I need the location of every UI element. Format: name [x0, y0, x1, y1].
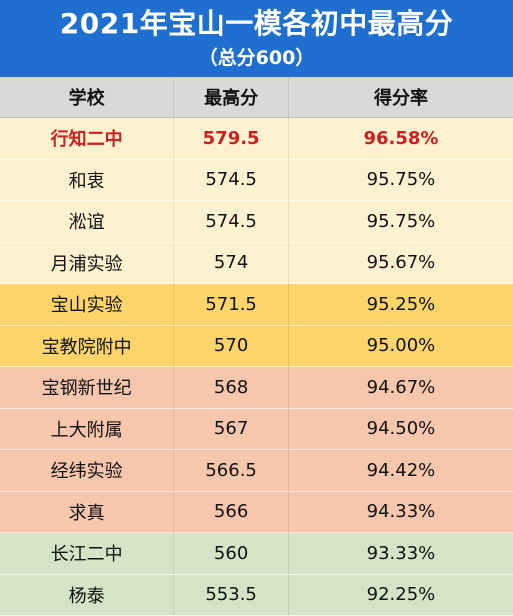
rate-cell: 95.00%	[288, 326, 513, 367]
rate-cell: 94.50%	[288, 409, 513, 450]
score-cell: 579.5	[173, 118, 288, 159]
column-header-score: 最高分	[173, 77, 288, 117]
page-subtitle: （总分600）	[0, 44, 513, 72]
rate-cell: 95.25%	[288, 284, 513, 325]
rate-cell: 93.33%	[288, 533, 513, 574]
table-header-banner: 2021年宝山一模各初中最高分 （总分600）	[0, 0, 513, 77]
score-cell: 553.5	[173, 575, 288, 616]
rate-cell: 95.75%	[288, 160, 513, 201]
score-cell: 574.5	[173, 160, 288, 201]
rate-cell: 95.75%	[288, 201, 513, 242]
school-cell: 宝教院附中	[0, 326, 173, 367]
rate-cell: 94.42%	[288, 450, 513, 491]
score-cell: 568	[173, 367, 288, 408]
column-header-row: 学校 最高分 得分率	[0, 77, 513, 118]
score-cell: 574	[173, 243, 288, 284]
rate-cell: 95.67%	[288, 243, 513, 284]
score-cell: 571.5	[173, 284, 288, 325]
school-cell: 和衷	[0, 160, 173, 201]
school-cell: 上大附属	[0, 409, 173, 450]
rate-cell: 96.58%	[288, 118, 513, 159]
score-cell: 560	[173, 533, 288, 574]
school-cell: 行知二中	[0, 118, 173, 159]
school-cell: 淞谊	[0, 201, 173, 242]
rate-cell: 94.33%	[288, 492, 513, 533]
score-cell: 567	[173, 409, 288, 450]
school-cell: 经纬实验	[0, 450, 173, 491]
school-cell: 月浦实验	[0, 243, 173, 284]
score-cell: 570	[173, 326, 288, 367]
rate-cell: 94.67%	[288, 367, 513, 408]
score-cell: 566.5	[173, 450, 288, 491]
school-cell: 宝山实验	[0, 284, 173, 325]
page-title: 2021年宝山一模各初中最高分	[0, 0, 513, 44]
rate-cell: 92.25%	[288, 575, 513, 616]
score-cell: 574.5	[173, 201, 288, 242]
school-cell: 宝钢新世纪	[0, 367, 173, 408]
score-cell: 566	[173, 492, 288, 533]
school-cell: 求真	[0, 492, 173, 533]
column-header-rate: 得分率	[288, 77, 513, 117]
school-cell: 长江二中	[0, 533, 173, 574]
column-header-school: 学校	[0, 77, 173, 117]
school-cell: 杨泰	[0, 575, 173, 616]
